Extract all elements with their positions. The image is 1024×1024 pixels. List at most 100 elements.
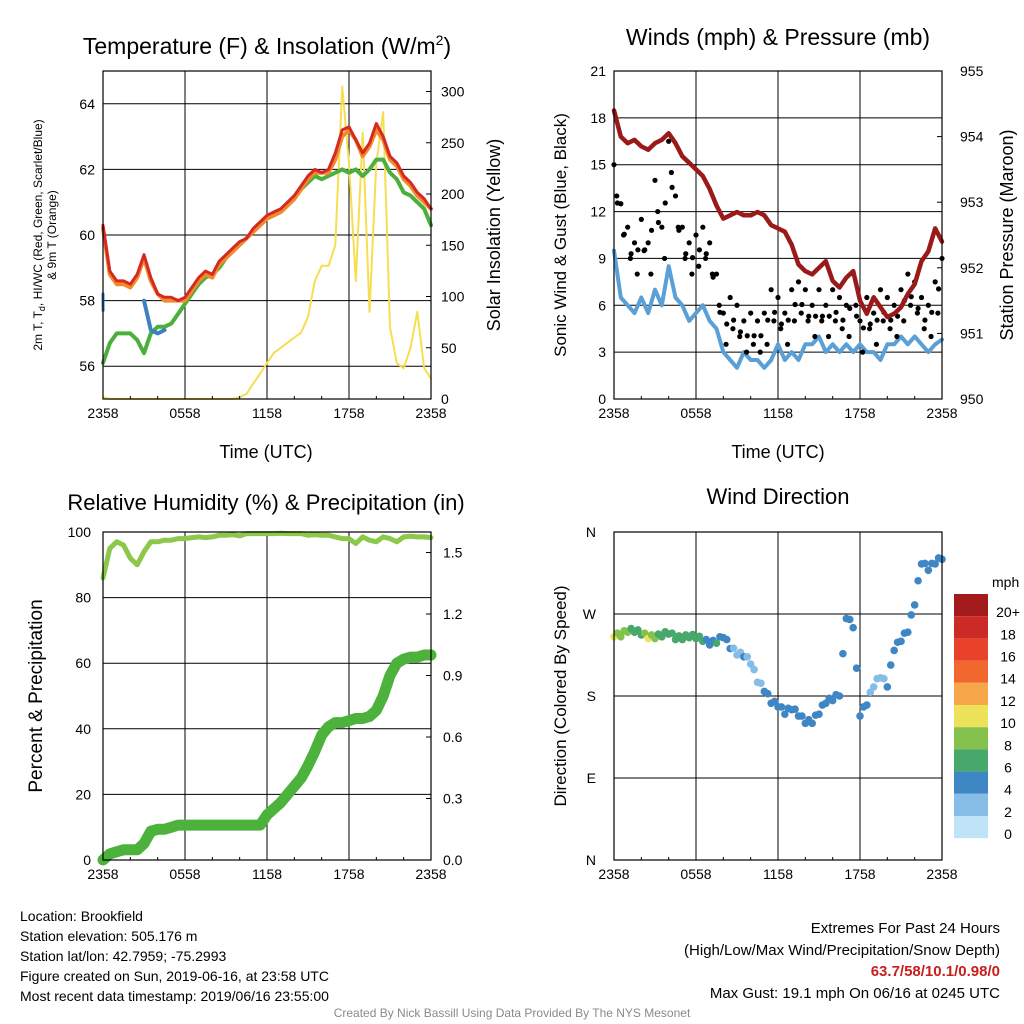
temp-2m-line — [101, 122, 433, 303]
gust-point — [836, 294, 843, 301]
gust-point — [778, 321, 785, 327]
gust-point — [915, 305, 921, 312]
gust-point — [840, 317, 846, 323]
legend-label: 16 — [1000, 649, 1016, 665]
wind-ytick-right: 955 — [960, 63, 984, 79]
gust-point — [703, 251, 709, 257]
humidity-panel: Relative Humidity (%) & Precipitation (i… — [26, 490, 465, 882]
legend-label: 12 — [1000, 693, 1016, 709]
wind-xtick-label: 2358 — [598, 405, 629, 421]
wind-panel: Winds (mph) & Pressure (mb) 2358 0558 1158… — [551, 24, 1017, 462]
direction-point — [921, 559, 929, 568]
rh-ytick-right: 0.3 — [443, 791, 463, 807]
dir-ytick-left: E — [587, 770, 596, 786]
gust-point — [825, 333, 832, 340]
rh-xtick-label: 1158 — [252, 866, 282, 882]
station-elevation: Station elevation: 505.176 m — [20, 928, 198, 944]
gust-point — [901, 318, 907, 324]
max-gust: Max Gust: 19.1 mph On 06/16 at 0245 UTC — [709, 984, 1000, 1002]
precipitation-line — [97, 649, 437, 866]
gust-point — [866, 326, 873, 332]
gust-point — [683, 251, 689, 257]
gust-point — [696, 247, 703, 253]
direction-point — [746, 660, 755, 668]
dir-xtick-label: 2358 — [598, 866, 629, 882]
direction-point — [770, 697, 779, 706]
gust-point — [792, 301, 798, 308]
gust-point — [744, 333, 750, 339]
rh-ytick-left: 20 — [75, 786, 91, 802]
gust-point — [734, 302, 740, 308]
dir-ytick-left: S — [587, 688, 596, 704]
relative-humidity-line — [100, 530, 434, 581]
gust-point — [891, 302, 897, 308]
legend-swatch — [954, 727, 988, 750]
gust-point — [935, 286, 942, 292]
legend-label: 6 — [1004, 760, 1012, 776]
gust-point — [816, 287, 822, 293]
credit-line: Created By Nick Bassill Using Data Provi… — [333, 1006, 691, 1020]
dir-xtick-label: 0558 — [680, 866, 711, 882]
wind-ylabel-right: Station Pressure (Maroon) — [997, 129, 1017, 340]
gust-point — [614, 193, 620, 199]
speed-colorbar-legend: 20+ 18 16 14 12 10 8 6 4 2 0 — [954, 594, 1020, 842]
direction-point — [668, 629, 676, 637]
direction-point — [869, 683, 878, 691]
gust-point — [880, 318, 886, 324]
dir-xtick-label: 1158 — [763, 866, 793, 882]
gust-point — [716, 302, 722, 308]
gust-point — [907, 302, 914, 308]
legend-label: 20+ — [996, 604, 1020, 620]
direction-point — [866, 688, 875, 697]
station-location: Location: Brookfield — [20, 908, 143, 924]
gust-point — [778, 326, 784, 332]
gust-point — [853, 302, 859, 308]
gust-point — [748, 310, 754, 316]
direction-point — [828, 696, 837, 705]
gust-point — [928, 333, 934, 340]
gust-point — [799, 301, 805, 308]
dir-xtick-label: 1758 — [844, 866, 875, 882]
legend-swatch — [954, 816, 988, 839]
rh-tick-labels: 2358 0558 1158 1758 23580204060801000.00.30.… — [68, 524, 463, 882]
gust-point — [662, 200, 668, 206]
gust-point — [631, 240, 638, 246]
legend-label: 10 — [1000, 715, 1016, 731]
temperature-panel: Temperature (F) & Insolation (W/m2) 2358… — [31, 32, 504, 462]
gust-point — [689, 255, 696, 261]
gust-point — [877, 287, 884, 293]
gust-point — [618, 201, 624, 207]
wind-ytick-left: 9 — [598, 250, 606, 266]
gust-point — [867, 321, 873, 327]
rh-xtick-label: 2358 — [87, 866, 118, 882]
gust-point — [805, 318, 811, 324]
extremes-box: Extremes For Past 24 Hours (High/Low/Max… — [684, 918, 1000, 1004]
gust-point — [830, 287, 836, 293]
gust-point — [918, 294, 925, 301]
direction-point — [702, 635, 711, 644]
wind-title: Winds (mph) & Pressure (mb) — [626, 24, 930, 50]
gust-point — [823, 302, 829, 308]
gust-point — [812, 333, 818, 340]
direction-point — [712, 639, 721, 647]
legend-swatch — [954, 594, 988, 617]
dir-xtick-label: 2358 — [926, 866, 957, 882]
gust-point — [795, 279, 802, 285]
rh-ytick-left: 0 — [83, 852, 91, 868]
gust-point — [819, 313, 826, 319]
rh-ylabel-left: Percent & Precipitation — [26, 599, 47, 792]
gust-point — [668, 169, 675, 176]
direction-point — [849, 623, 857, 632]
gust-point — [833, 309, 839, 315]
gust-point — [652, 177, 658, 183]
temp-tick-labels: 2358 0558 1158 1758 2358 56 58 60 62 64 0 50 100 150 2… — [79, 84, 464, 422]
gust-point — [898, 287, 904, 293]
rh-ytick-right: 0.9 — [443, 668, 463, 684]
gust-point — [860, 349, 866, 355]
wind-ylabel-left: Sonic Wind & Gust (Blue, Black) — [551, 113, 570, 357]
gust-point — [932, 279, 938, 285]
gust-point — [659, 224, 665, 230]
gust-point — [713, 271, 720, 277]
rh-ytick-left: 60 — [75, 655, 91, 671]
wind-tick-labels: 2358 0558 1158 1758 235803691215182195095195… — [590, 63, 983, 421]
